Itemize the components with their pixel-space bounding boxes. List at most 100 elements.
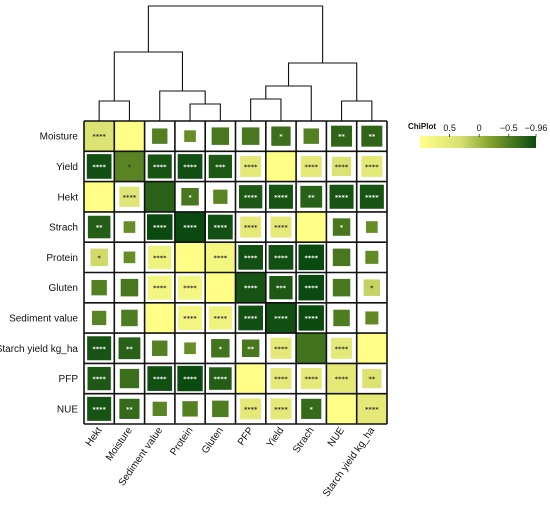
heatmap-cell: [178, 275, 203, 300]
column-label: Protein: [168, 425, 195, 457]
heatmap-cell: [119, 186, 140, 207]
significance-label: ****: [92, 163, 106, 171]
significance-label: ****: [214, 224, 228, 232]
heatmap-cell: [184, 130, 196, 142]
heatmap-cell: [300, 155, 322, 177]
significance-label: ****: [365, 163, 379, 171]
dendrogram-branch: [147, 5, 324, 63]
heatmap-cell: [268, 184, 293, 209]
significance-label: **: [368, 375, 375, 383]
heatmap-cell: [177, 154, 203, 179]
significance-label: ****: [92, 405, 106, 413]
heatmap-cell: [92, 310, 107, 326]
legend-tick-label: −0.96: [525, 123, 548, 133]
heatmap-cell: [91, 279, 107, 296]
significance-label: ****: [244, 314, 258, 322]
row-label: Strach: [49, 223, 78, 234]
significance-label: ****: [183, 284, 197, 292]
heatmap-cell: [84, 121, 115, 152]
heatmap-cell: [123, 251, 136, 264]
significance-label: **: [338, 133, 345, 141]
significance-label: ****: [92, 133, 106, 141]
significance-label: ****: [153, 284, 167, 292]
heatmap-cell: [212, 400, 229, 418]
significance-label: ****: [92, 345, 106, 353]
row-label: PFP: [59, 374, 79, 385]
heatmap-cell: [265, 302, 297, 334]
heatmap-cell: [144, 181, 175, 212]
heatmap-cell: [298, 274, 325, 301]
significance-label: ****: [214, 375, 228, 383]
heatmap-cell: [174, 211, 206, 243]
heatmap-cell: [298, 305, 324, 331]
significance-label: *: [340, 224, 344, 232]
significance-label: ****: [153, 163, 167, 171]
heatmap-cell: [270, 337, 292, 359]
heatmap-cell: [240, 398, 262, 420]
significance-label: ****: [244, 163, 258, 171]
heatmap-cell: [296, 211, 327, 243]
significance-label: **: [247, 345, 254, 353]
significance-label: **: [126, 405, 133, 413]
heatmap-cell: [235, 272, 266, 303]
heatmap-cell: [270, 216, 292, 238]
significance-label: ****: [304, 314, 318, 322]
heatmap-cell: [265, 151, 297, 182]
heatmap-cell: [359, 184, 384, 209]
heatmap-cell: [363, 279, 381, 296]
significance-label: **: [96, 224, 103, 232]
heatmap-cell: [296, 333, 327, 364]
significance-label: **: [308, 193, 315, 201]
dendrogram-branch: [250, 98, 282, 121]
column-label: NUE: [326, 425, 347, 449]
significance-label: *: [370, 284, 374, 292]
heatmap-cell: [87, 336, 112, 361]
significance-label: ****: [244, 254, 258, 262]
significance-label: ****: [335, 163, 349, 171]
heatmap-grid: [83, 120, 388, 425]
heatmap-cell: [300, 368, 322, 390]
dendrogram-branch: [113, 51, 184, 101]
color-legend: ChiPlot 0.5 0 −0.5 −0.96: [408, 122, 547, 148]
heatmap-cell: [177, 365, 203, 392]
heatmap-cells: **** * ** ****** * **** **** *** **** **** **** ***…: [84, 121, 387, 424]
dendrogram-branch: [189, 103, 221, 121]
heatmap-cell: [326, 363, 357, 394]
heatmap-cell: [120, 278, 139, 297]
legend-tick-label: −0.5: [500, 123, 518, 133]
heatmap-cell: [207, 214, 233, 240]
legend-tick-label: 0.5: [443, 123, 456, 133]
heatmap-cell: [361, 155, 383, 177]
heatmap-cell: [147, 275, 172, 300]
heatmap-cell: [240, 155, 262, 177]
heatmap-cell: [331, 125, 353, 147]
significance-label: *: [279, 133, 283, 141]
dendrogram-branch: [159, 90, 206, 121]
heatmap-cell: [118, 337, 141, 360]
heatmap-cell: [87, 215, 111, 239]
significance-label: **: [368, 133, 375, 141]
heatmap-cell: [208, 306, 233, 330]
significance-label: ***: [276, 284, 287, 292]
dendrogram-branch: [287, 62, 358, 101]
significance-label: ***: [215, 163, 226, 171]
heatmap-cell: [114, 121, 145, 152]
significance-label: ****: [244, 284, 258, 292]
dendrogram-branch: [265, 85, 312, 121]
row-label: Moisture: [40, 132, 79, 143]
heatmap-cell: [119, 398, 140, 419]
heatmap-cell: [240, 216, 262, 238]
significance-label: ****: [153, 254, 167, 262]
heatmap-cell: [331, 337, 353, 359]
heatmap-cell: [366, 221, 378, 233]
significance-label: ****: [214, 254, 228, 262]
heatmap-cell: [147, 366, 173, 391]
legend-ticks: 0.5 0 −0.5 −0.96: [443, 123, 547, 137]
legend-tick-label: 0: [477, 123, 482, 133]
significance-label: ****: [304, 254, 318, 262]
significance-label: *: [128, 163, 132, 171]
significance-label: ****: [274, 345, 288, 353]
significance-label: ****: [274, 224, 288, 232]
